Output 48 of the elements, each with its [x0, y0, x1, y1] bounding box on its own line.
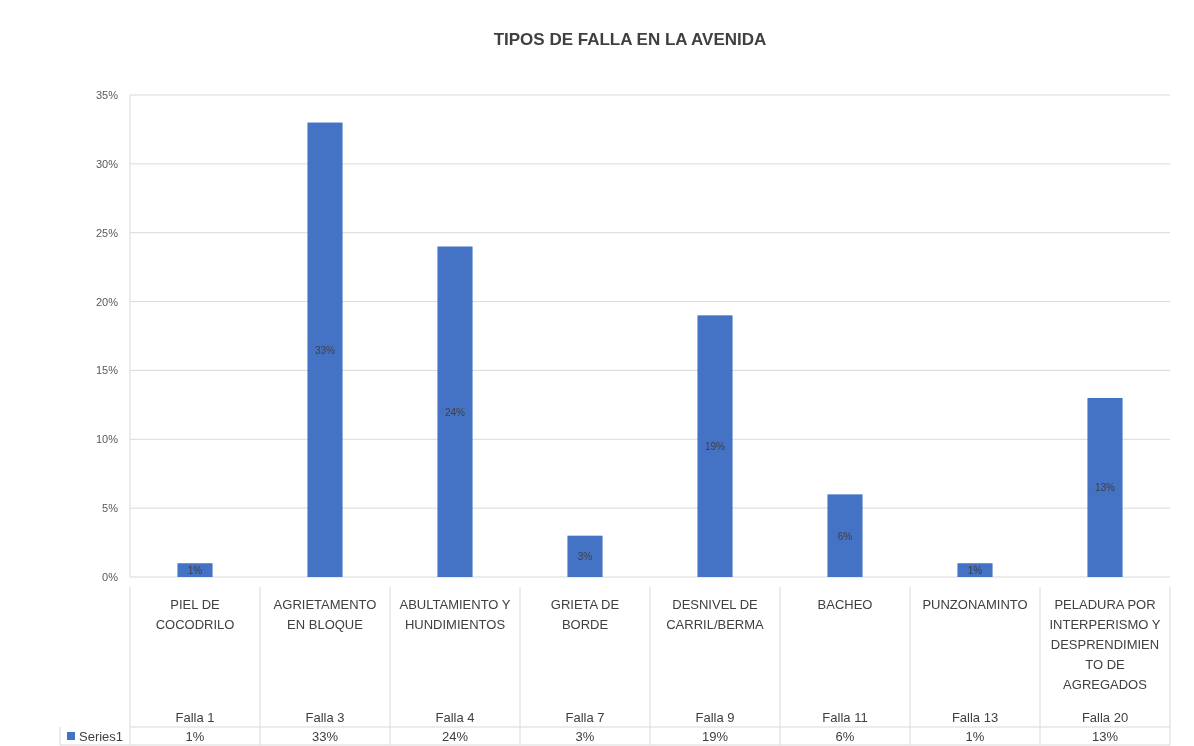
text: Falla 3	[305, 710, 345, 725]
text: 3%	[577, 551, 593, 563]
x-tick-label: BACHEO	[817, 597, 873, 612]
text: Falla 11	[822, 710, 868, 725]
bar	[1087, 397, 1123, 577]
bar	[827, 494, 863, 577]
text: 19%	[704, 441, 726, 453]
bar	[437, 246, 473, 577]
x-tick-label: AGRIETAMENTO EN BLOQUE	[273, 597, 377, 632]
text: Falla 9	[695, 710, 735, 725]
data-label: 13%	[1091, 729, 1119, 744]
x-tick-label: GRIETA DE BORDE	[550, 597, 620, 632]
bar	[697, 315, 733, 577]
x-tick-label: PUNZONAMINTO	[922, 597, 1028, 612]
text: 33%	[314, 344, 336, 356]
bar	[567, 535, 603, 577]
data-label: 3%	[575, 729, 595, 744]
y-tick-label: 5%	[102, 502, 119, 515]
legend-label: Series1	[79, 729, 124, 744]
text: Falla 1	[175, 710, 215, 725]
y-tick-label: 0%	[102, 571, 119, 583]
text: Falla 13	[951, 710, 999, 725]
bar	[307, 122, 343, 577]
y-tick-label: 10%	[95, 433, 119, 446]
text: 13%	[1094, 482, 1116, 494]
text: Falla 7	[565, 710, 605, 725]
data-label: 1%	[185, 729, 205, 744]
y-tick-label: 30%	[95, 157, 119, 170]
x-tick-label: PELADURA POR INTERPERISMO Y DESPRENDIMIENTO DE AGREGADOS	[1049, 597, 1161, 692]
data-label: 1%	[965, 729, 985, 744]
data-label: 19%	[701, 729, 729, 744]
x-tick-label: PIEL DE COCODRILO	[155, 597, 235, 632]
data-label: 24%	[441, 729, 469, 744]
text: 1%	[967, 565, 983, 577]
data-label: 33%	[311, 729, 339, 744]
y-tick-label: 15%	[95, 364, 119, 377]
text: Falla 20	[1081, 710, 1129, 725]
text: 24%	[444, 406, 466, 418]
text: Falla 4	[435, 710, 475, 725]
y-tick-label: 20%	[95, 295, 119, 308]
x-tick-label: ABULTAMIENTO Y HUNDIMIENTOS	[399, 597, 511, 632]
y-tick-label: 25%	[95, 226, 119, 239]
text: 1%	[187, 565, 203, 577]
data-label: 6%	[835, 729, 855, 744]
x-tick-label: DESNIVEL DE CARRIL/BERMA	[666, 597, 765, 632]
chart-title: TIPOS DE FALLA EN LA AVENIDA	[493, 30, 767, 49]
text: 6%	[837, 530, 853, 542]
y-tick-label: 35%	[95, 89, 119, 101]
